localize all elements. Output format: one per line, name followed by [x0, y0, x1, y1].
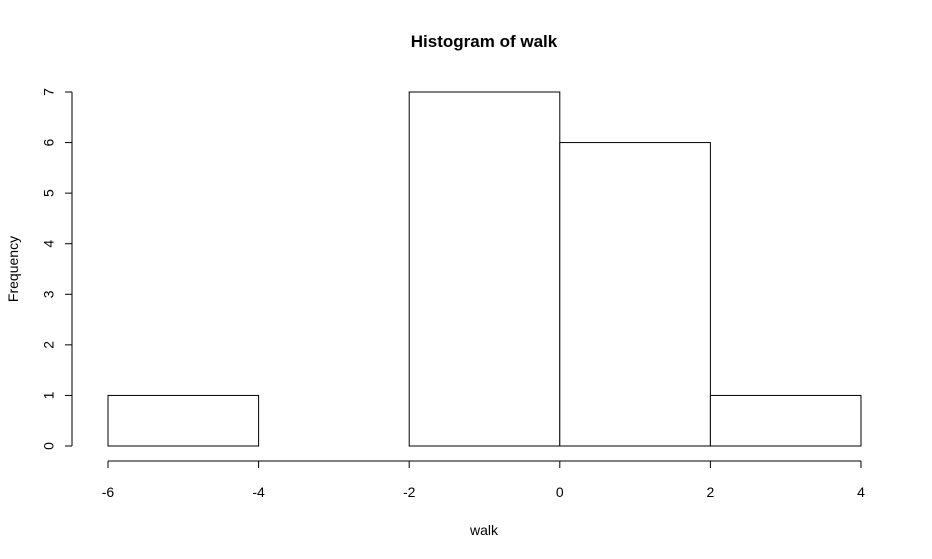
histogram-bar — [107, 394, 260, 447]
y-tick-label: 4 — [41, 240, 57, 248]
histogram-bar — [559, 142, 711, 447]
y-tick-label: 0 — [41, 442, 57, 450]
y-tick-label: 3 — [41, 290, 57, 298]
x-tick-label: 4 — [857, 484, 865, 500]
x-tick-label: -2 — [403, 484, 416, 500]
y-axis: 0 1 2 3 4 5 6 7 — [41, 88, 73, 450]
x-tick-label: -4 — [252, 484, 265, 500]
y-tick-label: 7 — [41, 88, 57, 96]
histogram-bar — [408, 91, 561, 447]
y-tick-label: 5 — [41, 189, 57, 197]
x-axis-label: walk — [469, 522, 499, 538]
bars-group — [107, 91, 862, 447]
histogram-bar — [709, 394, 862, 447]
x-axis: -6 -4 -2 0 2 4 — [102, 460, 865, 500]
x-tick-label: 0 — [556, 484, 564, 500]
y-tick-label: 2 — [41, 341, 57, 349]
y-axis-label: Frequency — [5, 236, 21, 302]
y-tick-label: 6 — [41, 138, 57, 146]
x-tick-label: 2 — [707, 484, 715, 500]
y-tick-label: 1 — [41, 391, 57, 399]
x-tick-label: -6 — [102, 484, 115, 500]
chart-title: Histogram of walk — [411, 32, 558, 51]
